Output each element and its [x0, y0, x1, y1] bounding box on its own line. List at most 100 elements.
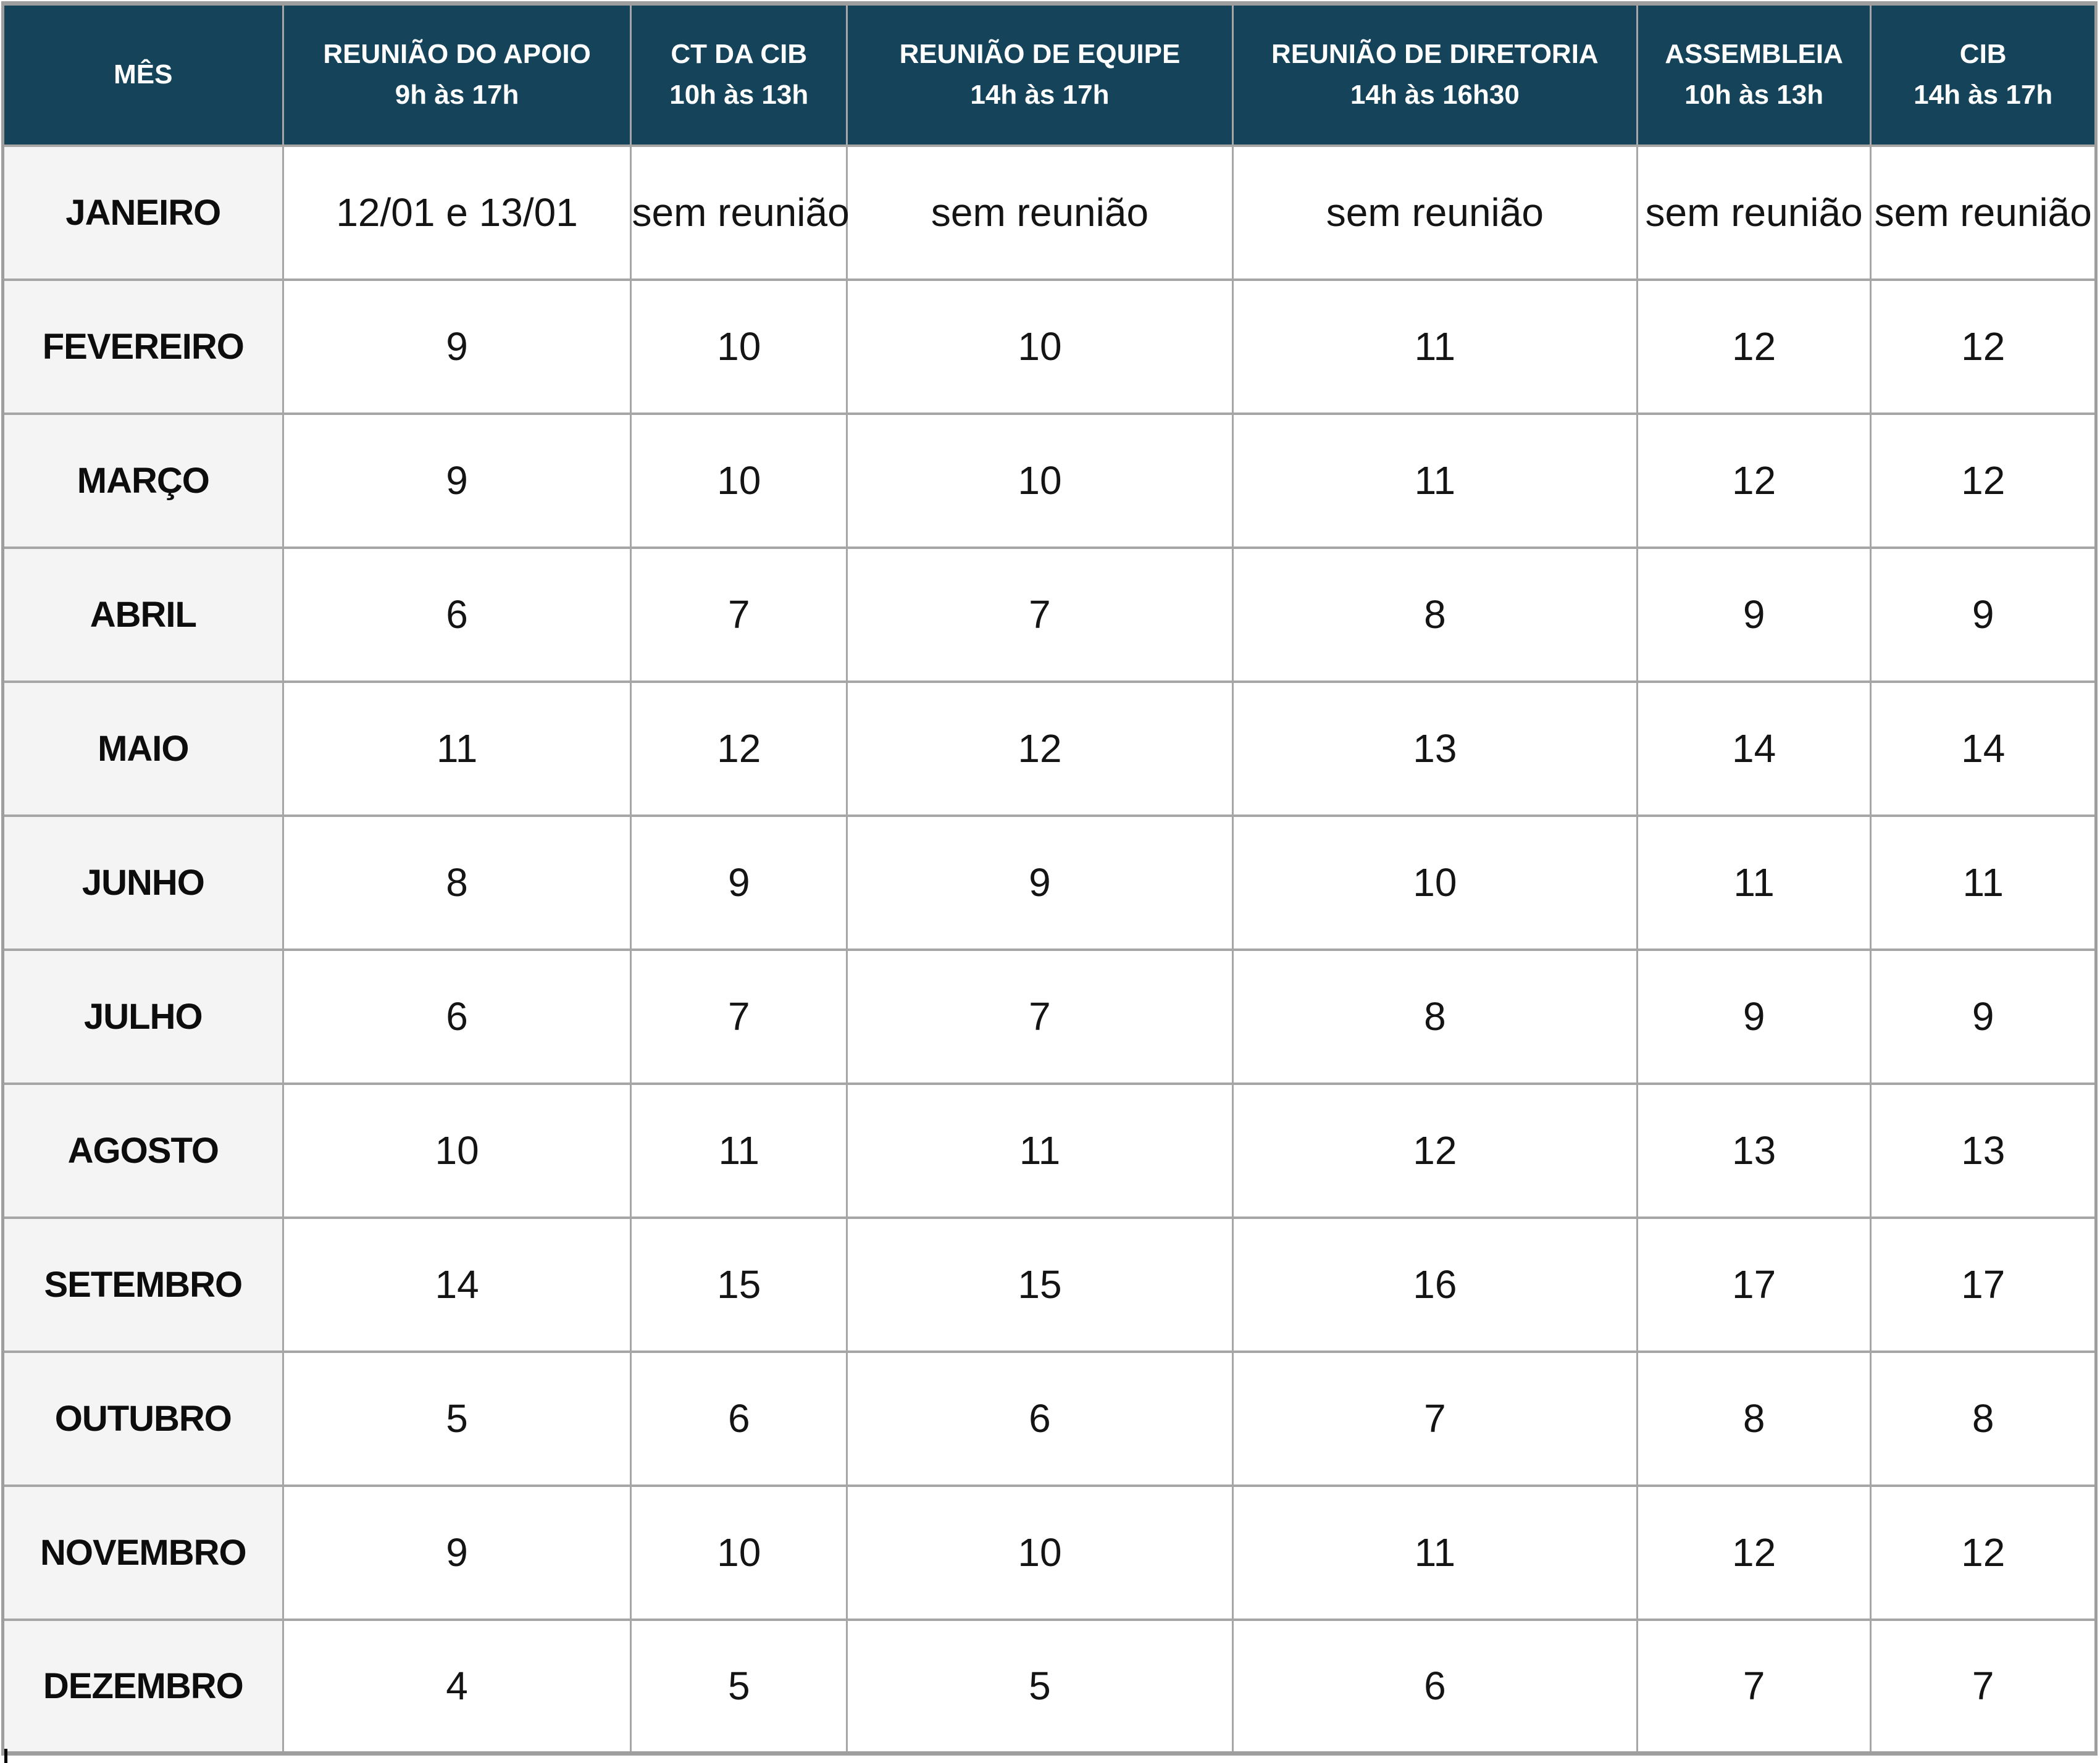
value-cell: 10 — [630, 1484, 848, 1621]
value-cell: 12 — [1231, 1082, 1638, 1219]
column-subtitle: 10h às 13h — [669, 80, 809, 111]
table-header: MÊS REUNIÃO DO APOIO 9h às 17h CT DA CIB… — [2, 2, 2097, 147]
table-body: JANEIRO 12/01 e 13/01 sem reunião sem re… — [2, 144, 2097, 1755]
column-title: REUNIÃO DE DIRETORIA — [1271, 39, 1599, 70]
column-title: ASSEMBLEIA — [1665, 39, 1843, 70]
value-cell: 12 — [1870, 278, 2097, 415]
value-cell: 15 — [845, 1216, 1234, 1353]
month-cell: SETEMBRO — [2, 1216, 284, 1353]
value-cell: 5 — [282, 1350, 632, 1487]
value-cell: 8 — [282, 814, 632, 951]
value-cell: 5 — [845, 1618, 1234, 1755]
value-cell: 17 — [1870, 1216, 2097, 1353]
value-cell: 10 — [845, 412, 1234, 549]
value-cell: 6 — [845, 1350, 1234, 1487]
value-cell: 9 — [1636, 546, 1872, 683]
value-cell: 9 — [630, 814, 848, 951]
column-header-reuniao-de-diretoria: REUNIÃO DE DIRETORIA 14h às 16h30 — [1231, 2, 1638, 147]
month-cell: MAIO — [2, 680, 284, 817]
value-cell: 15 — [630, 1216, 848, 1353]
value-cell: 10 — [845, 278, 1234, 415]
value-cell: 10 — [630, 412, 848, 549]
value-cell: 12 — [630, 680, 848, 817]
column-header-reuniao-de-equipe: REUNIÃO DE EQUIPE 14h às 17h — [845, 2, 1234, 147]
table-row-julho: JULHO 6 7 7 8 9 9 — [2, 948, 2097, 1085]
value-cell: 6 — [282, 546, 632, 683]
value-cell: sem reunião — [845, 144, 1234, 281]
month-cell: ABRIL — [2, 546, 284, 683]
table-row-agosto: AGOSTO 10 11 11 12 13 13 — [2, 1082, 2097, 1219]
value-cell: 8 — [1231, 948, 1638, 1085]
table-row-janeiro: JANEIRO 12/01 e 13/01 sem reunião sem re… — [2, 144, 2097, 281]
value-cell: 11 — [845, 1082, 1234, 1219]
month-cell: MARÇO — [2, 412, 284, 549]
month-cell: DEZEMBRO — [2, 1618, 284, 1755]
column-title: MÊS — [114, 59, 173, 90]
value-cell: 13 — [1870, 1082, 2097, 1219]
value-cell: 5 — [630, 1618, 848, 1755]
value-cell: sem reunião — [1231, 144, 1638, 281]
value-cell: 9 — [1870, 948, 2097, 1085]
text-cursor — [4, 1749, 7, 1763]
table-row-setembro: SETEMBRO 14 15 15 16 17 17 — [2, 1216, 2097, 1353]
value-cell: 12 — [1636, 1484, 1872, 1621]
table-row-junho: JUNHO 8 9 9 10 11 11 — [2, 814, 2097, 951]
value-cell: 11 — [1870, 814, 2097, 951]
column-subtitle: 14h às 16h30 — [1350, 80, 1520, 111]
column-header-assembleia: ASSEMBLEIA 10h às 13h — [1636, 2, 1872, 147]
value-cell: sem reunião — [1870, 144, 2097, 281]
table-row-fevereiro: FEVEREIRO 9 10 10 11 12 12 — [2, 278, 2097, 415]
value-cell: 9 — [845, 814, 1234, 951]
value-cell: 8 — [1231, 546, 1638, 683]
value-cell: 7 — [1870, 1618, 2097, 1755]
value-cell: 7 — [1231, 1350, 1638, 1487]
column-subtitle: 10h às 13h — [1684, 80, 1824, 111]
value-cell: 7 — [845, 948, 1234, 1085]
value-cell: 11 — [1231, 278, 1638, 415]
month-cell: JUNHO — [2, 814, 284, 951]
column-title: REUNIÃO DE EQUIPE — [899, 39, 1181, 70]
value-cell: 13 — [1231, 680, 1638, 817]
value-cell: 9 — [1636, 948, 1872, 1085]
column-title: CIB — [1959, 39, 2007, 70]
value-cell: 9 — [1870, 546, 2097, 683]
value-cell: 11 — [1231, 412, 1638, 549]
value-cell: 7 — [1636, 1618, 1872, 1755]
value-cell: 12 — [1636, 278, 1872, 415]
column-subtitle: 9h às 17h — [395, 80, 519, 111]
value-cell: 10 — [1231, 814, 1638, 951]
value-cell: 13 — [1636, 1082, 1872, 1219]
table-row-dezembro: DEZEMBRO 4 5 5 6 7 7 — [2, 1618, 2097, 1755]
value-cell: 9 — [282, 412, 632, 549]
value-cell: 6 — [282, 948, 632, 1085]
value-cell: 10 — [845, 1484, 1234, 1621]
value-cell: 14 — [1870, 680, 2097, 817]
month-cell: JULHO — [2, 948, 284, 1085]
column-header-mes: MÊS — [2, 2, 284, 147]
value-cell: 10 — [630, 278, 848, 415]
value-cell: 14 — [282, 1216, 632, 1353]
value-cell: 10 — [282, 1082, 632, 1219]
header-row: MÊS REUNIÃO DO APOIO 9h às 17h CT DA CIB… — [2, 2, 2097, 147]
column-subtitle: 14h às 17h — [970, 80, 1110, 111]
column-title: REUNIÃO DO APOIO — [323, 39, 591, 70]
value-cell: 12 — [1870, 412, 2097, 549]
value-cell: 7 — [630, 546, 848, 683]
column-title: CT DA CIB — [671, 39, 808, 70]
table-row-abril: ABRIL 6 7 7 8 9 9 — [2, 546, 2097, 683]
value-cell: 17 — [1636, 1216, 1872, 1353]
table-row-maio: MAIO 11 12 12 13 14 14 — [2, 680, 2097, 817]
value-cell: 11 — [630, 1082, 848, 1219]
table-row-novembro: NOVEMBRO 9 10 10 11 12 12 — [2, 1484, 2097, 1621]
value-cell: 12 — [1870, 1484, 2097, 1621]
column-header-reuniao-do-apoio: REUNIÃO DO APOIO 9h às 17h — [282, 2, 632, 147]
value-cell: 12 — [1636, 412, 1872, 549]
value-cell: 8 — [1870, 1350, 2097, 1487]
month-cell: JANEIRO — [2, 144, 284, 281]
value-cell: 12/01 e 13/01 — [282, 144, 632, 281]
month-cell: AGOSTO — [2, 1082, 284, 1219]
month-cell: FEVEREIRO — [2, 278, 284, 415]
value-cell: 12 — [845, 680, 1234, 817]
